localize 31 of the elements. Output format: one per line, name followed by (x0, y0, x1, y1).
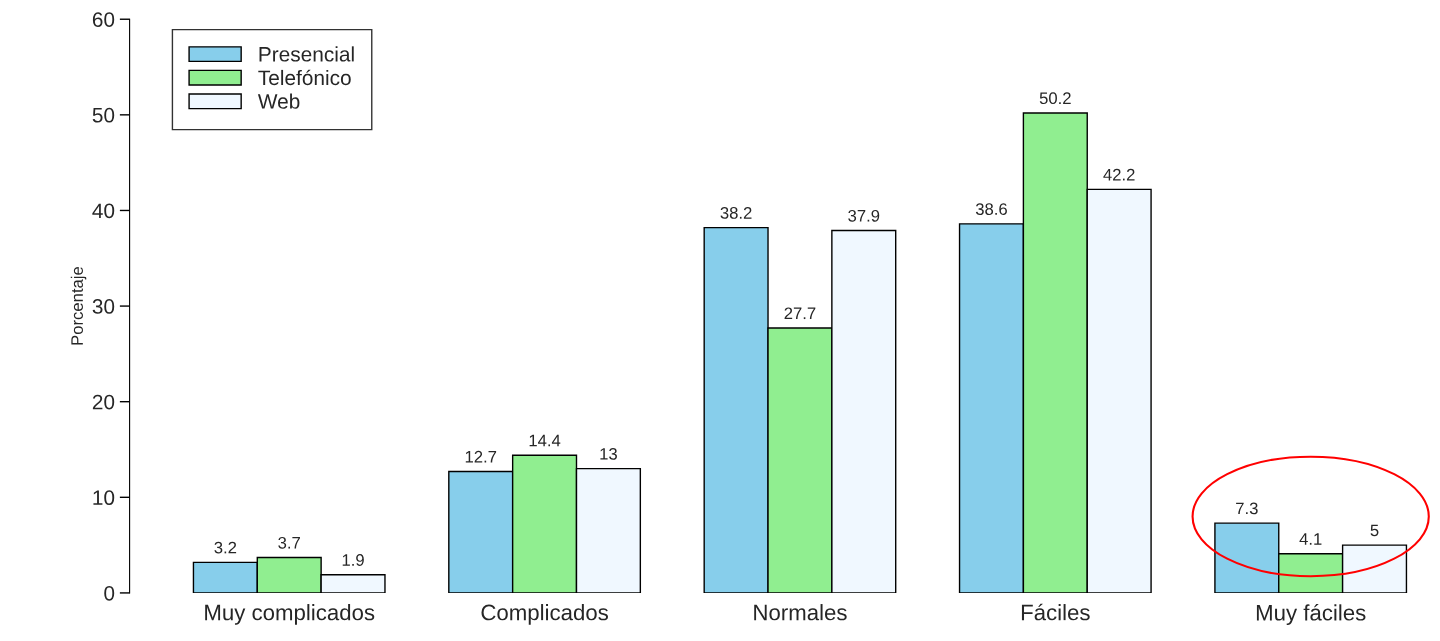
data-label: 13 (600, 447, 617, 460)
x-tick-label: Fáciles (1021, 603, 1090, 621)
y-tick-label: 60 (92, 12, 115, 27)
x-tick-label: Normales (754, 604, 847, 621)
data-label: 7.3 (1236, 502, 1258, 515)
y-axis-title: Porcentaje (70, 266, 87, 345)
data-label: 42.2 (1103, 168, 1135, 181)
data-label: 50.2 (1039, 92, 1071, 105)
y-tick-label: 0 (104, 585, 115, 601)
data-label: 38.6 (975, 203, 1007, 215)
data-label: 3.2 (214, 541, 237, 554)
y-tick-label: 50 (92, 107, 115, 123)
legend-label: Presencial (259, 46, 354, 62)
data-label: 4.1 (1299, 533, 1322, 545)
data-label: 1.9 (342, 554, 364, 566)
x-tick-label: Muy fáciles (1256, 604, 1366, 626)
data-label: 3.7 (278, 536, 300, 549)
legend-label: Web (257, 93, 300, 109)
data-label: 12.7 (465, 450, 497, 463)
data-label: 14.4 (529, 434, 561, 447)
data-label: 5 (1370, 524, 1379, 537)
y-tick-label: 30 (92, 299, 115, 314)
data-label: 37.9 (848, 209, 880, 222)
x-tick-label: Complicados (481, 604, 608, 625)
x-tick-label: Muy complicados (205, 604, 375, 625)
data-label: 27.7 (784, 307, 816, 320)
y-tick-label: 10 (93, 490, 115, 506)
y-tick-label: 20 (92, 394, 115, 410)
data-label: 38.2 (720, 207, 752, 219)
y-tick-label: 40 (92, 203, 115, 219)
legend-label: Telefónico (258, 69, 351, 86)
